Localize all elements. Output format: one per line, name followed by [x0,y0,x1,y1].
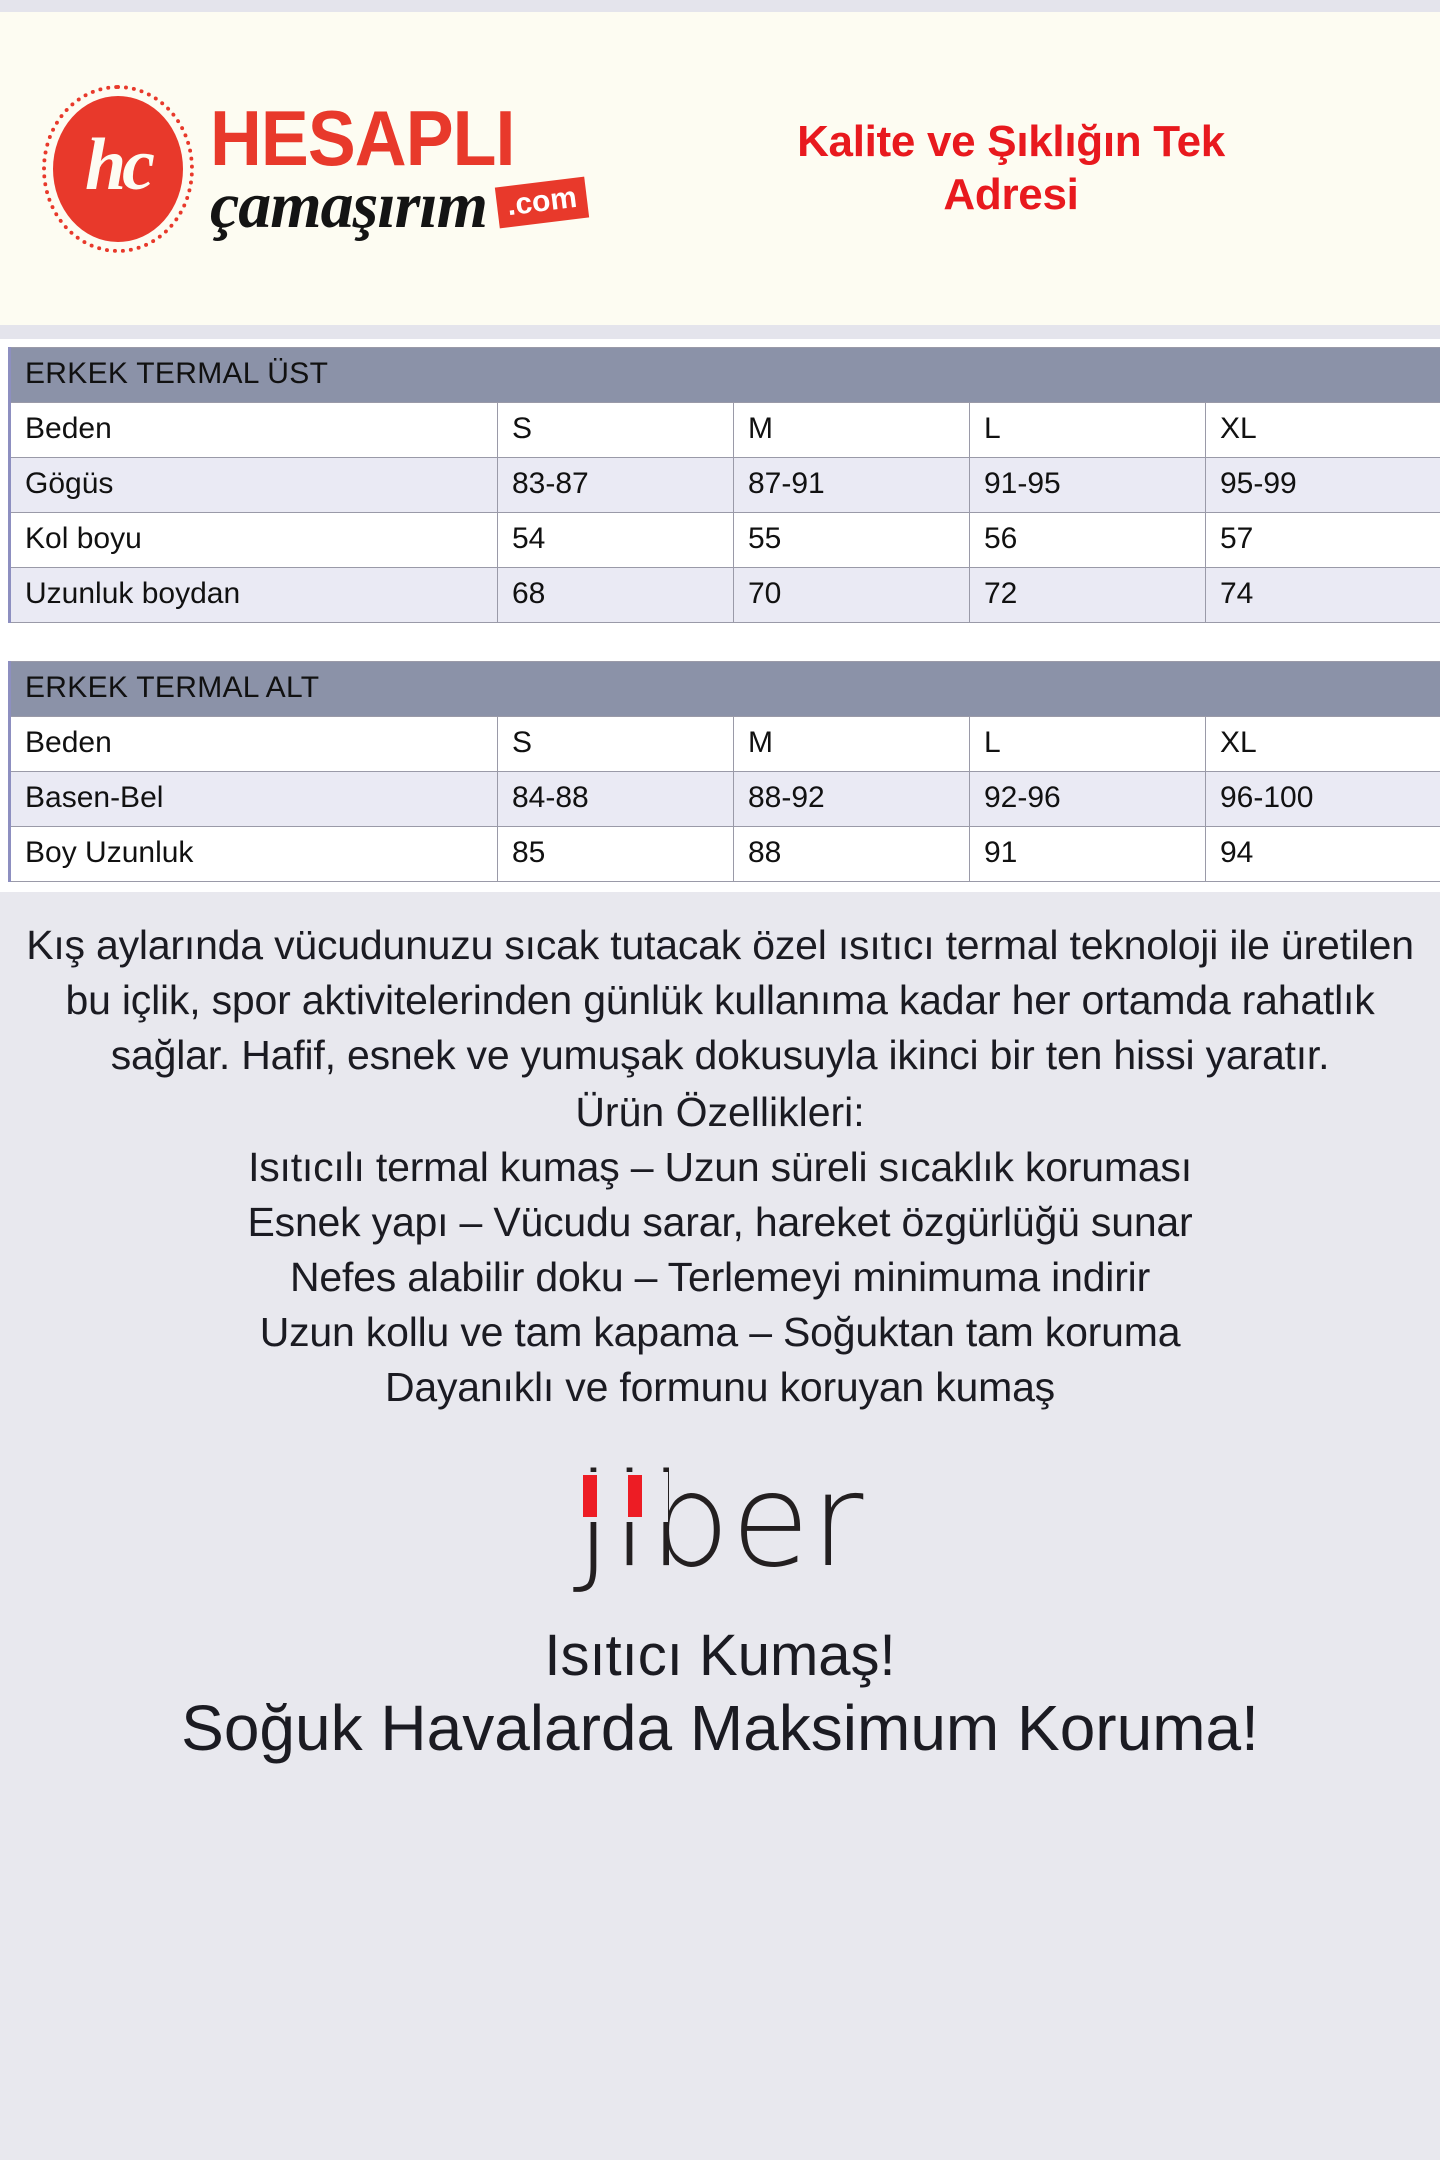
cell-value: 84-88 [497,771,734,827]
cell-value: 88 [733,826,970,882]
cell-value: 96-100 [1204,771,1440,827]
cell-value: 94 [1204,826,1440,882]
cell-value: 68 [497,567,734,623]
list-item: Nefes alabilir doku – Terlemeyi minimuma… [289,1253,1151,1300]
row-label: Uzunluk boydan [9,567,498,623]
cell-value: 72 [969,567,1206,623]
table-row: Boy Uzunluk 85 88 91 94 [9,826,1440,882]
store-tagline-line2: Adresi [943,169,1079,219]
table-row: Gögüs 83-87 87-91 91-95 95-99 [9,457,1440,513]
size-charts-bottom-edge [0,882,1440,892]
row-label: Basen-Bel [9,771,498,827]
row-label: Boy Uzunluk [9,826,498,882]
store-logo[interactable]: hc HESAPLI çamaşırım .com [34,84,634,253]
row-label: Kol boyu [9,512,498,568]
logo-wordmark: HESAPLI çamaşırım .com [210,99,590,242]
cell-value: 57 [1204,512,1440,568]
cell-value: 70 [733,567,970,623]
product-brand-logo: jiber [24,1458,1416,1586]
cell-value: 55 [733,512,970,568]
table-row: Uzunluk boydan 68 70 72 74 [9,567,1440,623]
logo-ring [42,84,194,253]
col-header-m: M [733,402,970,458]
logo-word-primary: HESAPLI [210,93,515,182]
list-item: Esnek yapı – Vücudu sarar, hareket özgür… [247,1198,1193,1245]
table-row: Kol boyu 54 55 56 57 [9,512,1440,568]
logo-circle-fill [53,95,183,242]
jiber-logo-icon: jiber [575,1458,865,1586]
logo-wordmark-line1: HESAPLI [210,99,587,177]
product-description-paragraph: Kış aylarında vücudunuzu sıcak tutacak ö… [26,922,1414,1078]
size-charts-zone: ERKEK TERMAL ÜST Beden S M L XL Gögüs 83… [0,339,1440,892]
cell-value: 74 [1204,567,1440,623]
cell-value: 54 [497,512,734,568]
logo-word-secondary: çamaşırım [210,168,488,242]
cell-value: 83-87 [497,457,734,513]
jiber-accent-dot-i-icon [627,1475,642,1518]
size-chart-spacer [0,623,1440,661]
col-header-l: L [969,402,1206,458]
cell-value: 92-96 [969,771,1206,827]
logo-domain-badge: .com [494,176,590,228]
col-header-s: S [497,716,734,772]
logo-monogram: hc [85,124,155,206]
product-description-zone: Kış aylarında vücudunuzu sıcak tutacak ö… [0,892,1440,1767]
cell-value: 85 [497,826,734,882]
col-header-l: L [969,716,1206,772]
list-item: Dayanıklı ve formunu koruyan kumaş [384,1363,1055,1410]
features-title: Ürün Özellikleri: [575,1088,865,1135]
logo-wordmark-line2: çamaşırım .com [210,168,590,242]
closing-headline: Isıtıcı Kumaş! Soğuk Havalarda Maksimum … [24,1622,1416,1766]
store-tagline: Kalite ve Şıklığın Tek Adresi [634,116,1406,222]
logo-stamp-icon: hc [42,84,194,253]
size-chart-top: ERKEK TERMAL ÜST Beden S M L XL Gögüs 83… [8,347,1440,623]
row-label: Gögüs [9,457,498,513]
cell-value: 91 [969,826,1206,882]
size-chart-bottom-title-row: ERKEK TERMAL ALT [8,661,1440,717]
list-item: Uzun kollu ve tam kapama – Soğuktan tam … [259,1308,1181,1355]
cell-value: 95-99 [1204,457,1440,513]
col-header-m: M [733,716,970,772]
col-header-beden: Beden [9,402,498,458]
header-table-divider [0,325,1440,339]
cell-value: 87-91 [733,457,970,513]
col-header-beden: Beden [9,716,498,772]
col-header-s: S [497,402,734,458]
col-header-xl: XL [1204,402,1440,458]
table-row: Beden S M L XL [9,716,1440,772]
jiber-accent-dot-j-icon [582,1475,597,1518]
top-edge-strip [0,0,1440,12]
size-chart-bottom: ERKEK TERMAL ALT Beden S M L XL Basen-Be… [8,661,1440,882]
cell-value: 91-95 [969,457,1206,513]
table-row: Beden S M L XL [9,402,1440,458]
cell-value: 88-92 [733,771,970,827]
cell-value: 56 [969,512,1206,568]
size-chart-bottom-title: ERKEK TERMAL ALT [8,661,1440,717]
store-header: hc HESAPLI çamaşırım .com Kalite ve Şıkl… [0,12,1440,325]
size-chart-top-title: ERKEK TERMAL ÜST [8,347,1440,403]
closing-headline-line1: Isıtıcı Kumaş! [544,1623,896,1689]
store-tagline-line1: Kalite ve Şıklığın Tek [797,116,1225,166]
size-chart-top-title-row: ERKEK TERMAL ÜST [8,347,1440,403]
closing-headline-line2: Soğuk Havalarda Maksimum Koruma! [181,1691,1259,1764]
table-row: Basen-Bel 84-88 88-92 92-96 96-100 [9,771,1440,827]
col-header-xl: XL [1204,716,1440,772]
list-item: Isıtıcılı termal kumaş – Uzun süreli sıc… [248,1143,1192,1190]
